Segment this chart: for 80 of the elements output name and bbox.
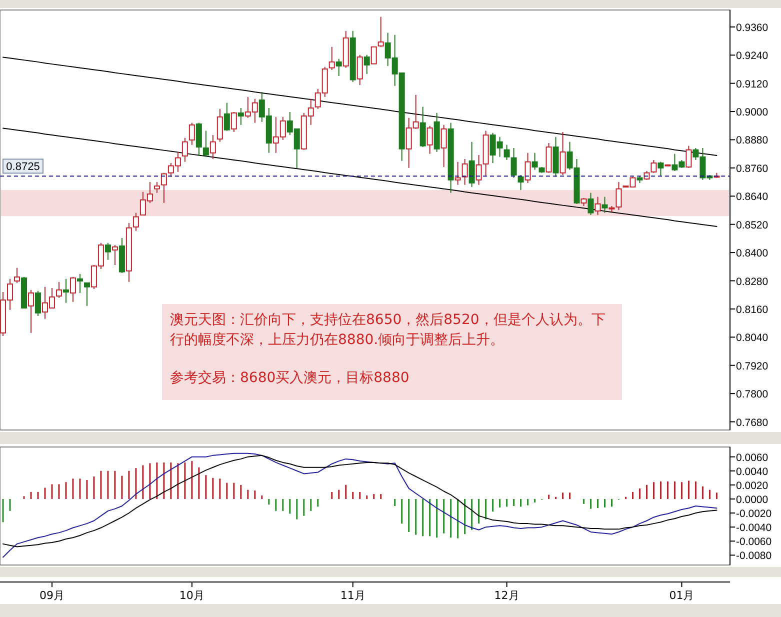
candlestick (28, 289, 34, 334)
x-tick-label: 11月 (340, 589, 366, 602)
candlestick (686, 145, 692, 168)
candlestick (216, 108, 223, 142)
candlestick (238, 108, 244, 126)
y-tick-label: 0.8520 (736, 219, 768, 232)
y-tick-label: -0.0060 (736, 536, 772, 548)
x-tick-label: 12月 (494, 589, 520, 602)
candlestick (76, 273, 83, 294)
candlestick (62, 278, 69, 304)
candlestick (230, 112, 237, 132)
candlestick (356, 54, 363, 86)
y-tick-label: 0.7800 (736, 388, 768, 401)
candlestick (476, 154, 482, 186)
candlestick (196, 122, 202, 156)
ref-line-label: 0.8725 (6, 161, 40, 174)
candlestick (84, 282, 90, 306)
candlestick (14, 267, 20, 284)
x-tick-label: 09月 (39, 589, 64, 602)
candlestick (112, 244, 118, 266)
candlestick (364, 54, 370, 74)
candlestick (182, 137, 188, 162)
candlestick (34, 290, 41, 317)
y-tick-label: 0.8400 (736, 248, 768, 260)
candlestick (328, 46, 335, 70)
y-tick-label: 0.0000 (736, 494, 768, 506)
x-tick-label: 01月 (669, 589, 694, 602)
candlestick (202, 130, 209, 158)
y-tick-label: 0.9120 (736, 78, 768, 90)
candlestick (210, 134, 216, 160)
annotation: 澳元天图：汇价向下，支持位在8650，然后8520，但是个人认为。下行的幅度不深，上压力仍在8880.倾向于调整后上升。 (170, 311, 606, 350)
candlestick (154, 182, 160, 194)
y-tick-label: 0.8760 (736, 162, 768, 175)
candlestick (188, 122, 195, 146)
y-tick-label: 0.7920 (736, 360, 768, 372)
candlestick (650, 159, 657, 174)
candlestick (560, 131, 566, 176)
candlestick (594, 196, 601, 216)
candlestick (440, 124, 447, 168)
candlestick (532, 152, 538, 170)
y-tick-label: -0.0020 (736, 508, 772, 520)
candlestick (518, 174, 524, 191)
candlestick (370, 46, 377, 64)
annotation: 参考交易：8680买入澳元，目标8880 (170, 369, 410, 388)
candlestick (160, 172, 167, 204)
y-tick-label: 0.8040 (736, 332, 768, 344)
y-tick-label: -0.0040 (736, 522, 772, 534)
y-tick-label: 0.8280 (736, 276, 768, 288)
candlestick (504, 144, 510, 160)
candlestick (616, 182, 622, 211)
candlestick (224, 102, 230, 132)
candlestick (378, 16, 384, 48)
candlestick (524, 152, 531, 184)
y-tick-label: 0.9360 (736, 22, 768, 34)
candlestick (132, 212, 139, 232)
y-tick-label: 0.8880 (736, 134, 768, 147)
y-tick-label: 0.8640 (736, 191, 768, 204)
y-tick-label: 0.9000 (736, 106, 768, 119)
line-series (2, 128, 718, 227)
candlestick (468, 141, 475, 188)
candlestick (588, 192, 594, 216)
candlestick (602, 196, 608, 214)
candlestick (70, 276, 76, 302)
y-tick-label: 0.8160 (736, 304, 768, 316)
x-tick-label: 10月 (179, 589, 204, 602)
candlestick (104, 242, 111, 260)
y-tick-label: 0.0060 (736, 452, 768, 464)
y-tick-label: 0.9240 (736, 50, 768, 62)
y-tick-label: 0.0040 (736, 466, 768, 478)
candlestick (454, 161, 461, 186)
candlestick (336, 58, 342, 77)
candlestick (56, 281, 62, 298)
candlestick (426, 125, 433, 154)
candlestick (420, 106, 426, 148)
y-tick-label: 0.7680 (736, 416, 768, 429)
candlestick (510, 147, 517, 178)
candlestick (658, 161, 664, 176)
y-tick-label: -0.0080 (736, 550, 772, 562)
candlestick (462, 158, 468, 186)
y-tick-label: 0.0020 (736, 480, 768, 492)
